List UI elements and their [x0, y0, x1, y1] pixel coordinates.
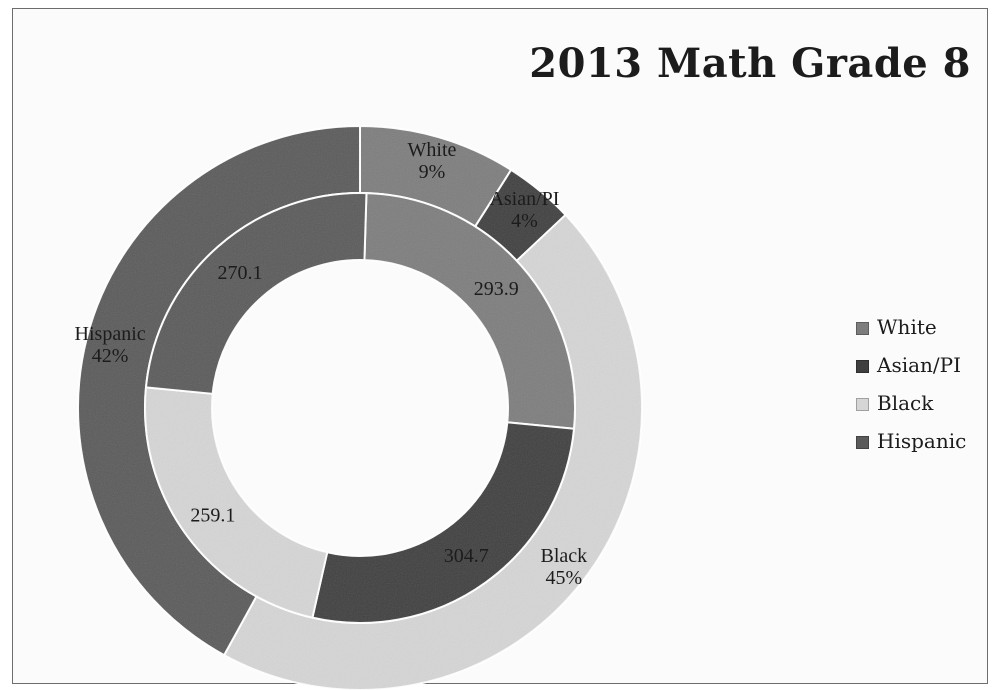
legend-label-white: White — [877, 315, 937, 339]
legend-label-hispanic: Hispanic — [877, 429, 967, 453]
inner-slice-texture-black — [144, 387, 328, 618]
inner-label-hispanic: 270.1 — [217, 262, 262, 284]
legend-swatch-hispanic — [856, 436, 869, 449]
legend-item-black: Black — [856, 384, 966, 422]
inner-slice-texture-white — [364, 193, 575, 429]
legend: White Asian/PI Black Hispanic — [856, 308, 966, 460]
slice-labels: 293.9 304.7 259.1 270.1 White 9% Asian/PI 4% Bla… — [75, 139, 588, 589]
inner-label-white: 293.9 — [474, 278, 519, 300]
chart-title: 2013 Math Grade 8 — [529, 40, 971, 87]
legend-swatch-white — [856, 322, 869, 335]
legend-label-asian-pi: Asian/PI — [877, 353, 962, 377]
inner-slice-texture-hispanic — [145, 193, 367, 394]
outer-slice-texture-hispanic — [78, 126, 360, 656]
inner-ring — [144, 192, 576, 624]
outer-label-white: White 9% — [408, 139, 457, 183]
inner-label-asian-pi: 304.7 — [444, 545, 489, 567]
outer-label-hispanic: Hispanic 42% — [75, 323, 146, 367]
legend-item-hispanic: Hispanic — [856, 422, 966, 460]
legend-item-white: White — [856, 308, 966, 346]
outer-slice-texture-asian-pi — [475, 169, 566, 261]
inner-slice-texture-asian-pi — [312, 422, 574, 623]
outer-slice-texture-black — [224, 214, 642, 690]
legend-label-black: Black — [877, 391, 934, 415]
outer-label-asian-pi: Asian/PI 4% — [489, 188, 559, 232]
legend-swatch-black — [856, 398, 869, 411]
inner-label-black: 259.1 — [190, 504, 235, 526]
legend-swatch-asian-pi — [856, 360, 869, 373]
outer-slice-texture-white — [360, 126, 512, 227]
outer-label-black: Black 45% — [541, 545, 588, 589]
outer-ring — [77, 124, 643, 690]
legend-item-asian-pi: Asian/PI — [856, 346, 966, 384]
